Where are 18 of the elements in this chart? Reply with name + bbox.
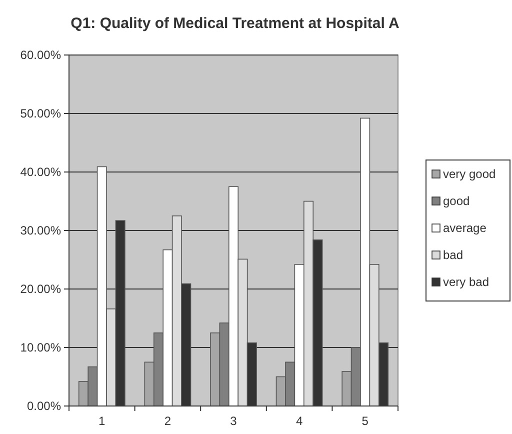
x-tick-label: 3 xyxy=(230,414,238,428)
legend-label: bad xyxy=(443,248,464,262)
legend-label: very bad xyxy=(443,275,490,290)
chart-title: Q1: Quality of Medical Treatment at Hospital A xyxy=(70,15,400,32)
y-tick-label: 10.00% xyxy=(20,340,62,355)
y-tick-label: 40.00% xyxy=(20,165,62,180)
x-tick-label: 4 xyxy=(296,414,303,428)
legend-label: good xyxy=(443,194,470,208)
y-tick-label: 20.00% xyxy=(20,282,62,296)
y-tick-label: 60.00% xyxy=(20,48,62,62)
x-tick-label: 5 xyxy=(362,414,369,428)
legend-label: average xyxy=(443,221,487,236)
y-tick-label: 0.00% xyxy=(26,399,62,414)
x-tick-label: 2 xyxy=(164,414,172,428)
legend-label: very good xyxy=(443,167,496,182)
y-tick-label: 30.00% xyxy=(20,224,62,238)
x-tick-label: 1 xyxy=(98,414,106,428)
y-tick-label: 50.00% xyxy=(20,106,62,121)
